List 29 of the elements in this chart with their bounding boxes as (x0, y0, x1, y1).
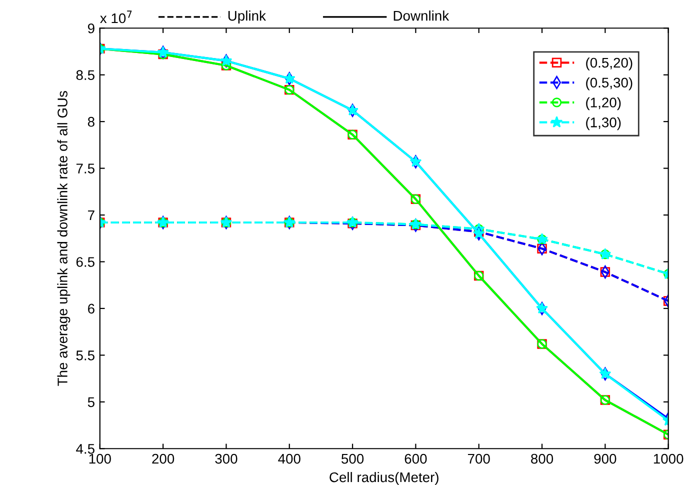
y-tick-label: 9 (88, 23, 94, 34)
x-tick-label: 500 (342, 454, 364, 464)
text: Uplink (228, 10, 266, 24)
x-tick-label: 800 (531, 454, 554, 464)
x-tick-label: 900 (594, 454, 616, 464)
y-tick-label: 8.5 (76, 70, 94, 80)
y-tick-label: 8 (88, 116, 94, 127)
x-tick-label: 600 (404, 454, 427, 464)
legend-label: (1,20) (586, 97, 621, 110)
y-tick-label: 5 (88, 397, 94, 408)
x-axis-title: Cell radius(Meter) (330, 472, 438, 485)
y-tick-label: 6 (88, 304, 94, 314)
x-tick-label: 100 (89, 454, 111, 464)
y-tick-label: 6.5 (76, 257, 94, 267)
y-axis-title: The average uplink and downlink rate of all GUs (57, 91, 70, 386)
y-tick-label: 4.5 (76, 444, 94, 454)
legend-label: (0.5,20) (586, 57, 632, 70)
y-tick-label: 7 (88, 210, 94, 220)
x-tick-label: 200 (152, 454, 174, 464)
y-tick-label: 7.5 (76, 164, 94, 174)
x-tick-label: 300 (215, 454, 238, 464)
x-tick-label: 400 (278, 454, 300, 464)
y-tick-label: 5.5 (76, 350, 94, 360)
legend-label: (0.5,30) (586, 77, 632, 90)
x-tick-label: 700 (468, 454, 490, 464)
text: x 10$^{7}$ (100, 10, 132, 24)
legend-label: (1,30) (586, 117, 621, 130)
text: Downlink (394, 10, 450, 21)
x-tick-label: 1000 (654, 454, 684, 464)
